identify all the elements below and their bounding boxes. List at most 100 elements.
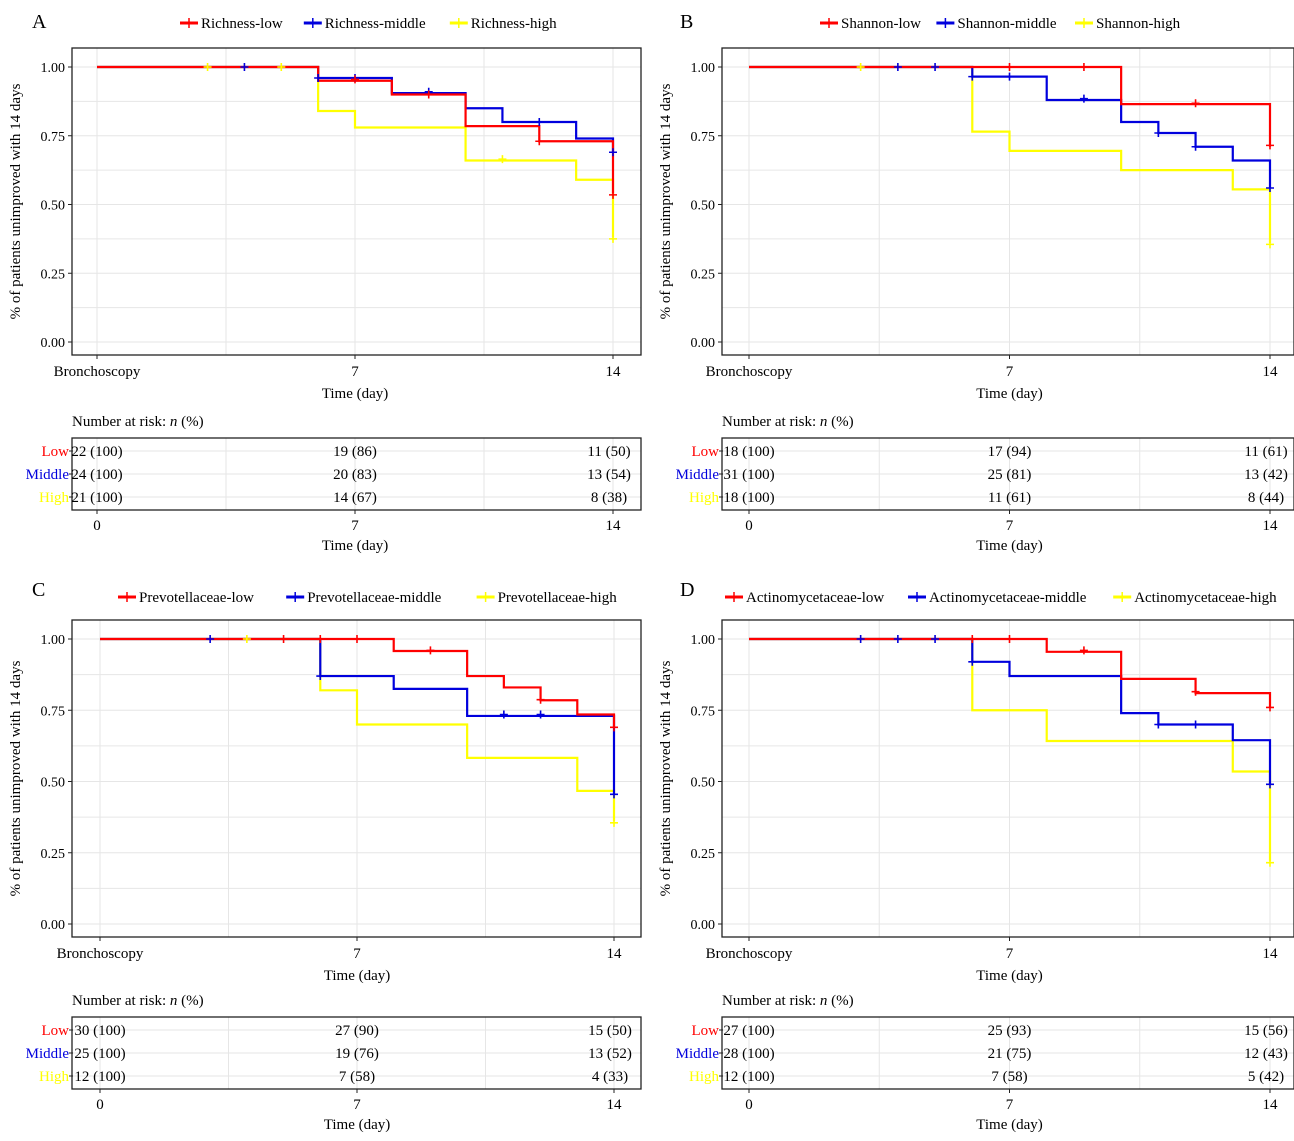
series-line-low — [749, 637, 1272, 708]
censor-mark — [609, 190, 617, 199]
censor-mark — [536, 710, 545, 719]
risk-x-tick-label: 14 — [606, 518, 622, 534]
censor-mark — [536, 695, 545, 704]
legend-item: Richness-low — [180, 16, 283, 32]
censor-mark — [1266, 858, 1274, 867]
risk-cell: 19 (76) — [335, 1046, 379, 1062]
legend-item: Prevotellaceae-low — [118, 590, 254, 606]
y-tick-label: 0.00 — [41, 336, 66, 351]
x-tick-label: 7 — [1006, 946, 1014, 962]
y-tick-label: 0.75 — [41, 130, 66, 145]
risk-cell: 12 (100) — [723, 1069, 774, 1085]
legend-label: Shannon-low — [841, 16, 921, 32]
risk-x-axis-label: Time (day) — [322, 538, 389, 554]
panel-a: A Richness-low Richness-middle Richness-hig… — [8, 11, 642, 554]
risk-cell: 24 (100) — [71, 467, 122, 483]
risk-cell: 5 (42) — [1248, 1069, 1284, 1085]
panel-c: C Prevotellaceae-low Prevotellaceae-middle… — [8, 579, 642, 1133]
risk-cell: 13 (42) — [1244, 467, 1288, 483]
legend-item: Shannon-high — [1075, 16, 1181, 32]
risk-cell: 7 (58) — [339, 1069, 375, 1085]
legend-label: Actinomycetaceae-high — [1134, 590, 1277, 606]
risk-cell: 22 (100) — [71, 444, 122, 460]
risk-table: Number at risk: n (%)Low 27 (100) 25 (93) 1… — [676, 993, 1294, 1133]
risk-cell: 11 (61) — [988, 490, 1031, 506]
y-tick-label: 0.00 — [41, 918, 66, 933]
censor-mark — [1079, 646, 1088, 655]
plot-frame — [721, 619, 1294, 938]
x-tick-label: 14 — [606, 364, 622, 380]
risk-x-tick-label: 0 — [745, 1097, 753, 1113]
risk-cell: 8 (38) — [591, 490, 627, 506]
x-tick-label: 7 — [1006, 364, 1014, 380]
legend-label: Prevotellaceae-low — [139, 590, 254, 606]
risk-cell: 14 (67) — [333, 490, 377, 506]
risk-table: Number at risk: n (%)Low 18 (100) 17 (94) 1… — [676, 414, 1294, 554]
risk-cell: 20 (83) — [333, 467, 377, 483]
risk-cell: 11 (61) — [1244, 444, 1287, 460]
censor-mark — [498, 155, 507, 164]
risk-cell: 13 (52) — [588, 1046, 632, 1062]
censor-mark — [351, 75, 359, 84]
y-tick-label: 0.75 — [691, 704, 716, 719]
censor-mark — [609, 234, 617, 243]
y-tick-label: 0.25 — [691, 267, 716, 282]
risk-cell: 15 (56) — [1244, 1023, 1288, 1039]
series-line-middle — [749, 65, 1272, 188]
y-tick-label: 0.25 — [691, 847, 716, 862]
censor-mark — [1154, 720, 1163, 729]
y-axis-label: % of patients unimproved with 14 days — [658, 660, 674, 896]
legend-item: Prevotellaceae-high — [476, 590, 618, 606]
risk-x-tick-label: 7 — [353, 1097, 361, 1113]
censor-mark — [353, 635, 361, 643]
censor-mark — [1266, 240, 1274, 249]
censor-mark — [968, 72, 977, 81]
legend-item: Shannon-low — [820, 16, 921, 32]
legend-item: Richness-high — [449, 16, 557, 32]
risk-group-label: Middle — [26, 467, 70, 483]
censor-mark — [610, 723, 618, 732]
y-axis-label: % of patients unimproved with 14 days — [658, 83, 674, 319]
x-tick-label: Bronchoscopy — [54, 364, 141, 380]
legend-label: Prevotellaceae-high — [498, 590, 618, 606]
risk-cell: 19 (86) — [333, 444, 377, 460]
risk-group-label: Low — [692, 444, 720, 460]
censor-mark — [968, 657, 977, 666]
censor-mark — [1005, 635, 1014, 643]
censor-mark — [1191, 99, 1200, 108]
risk-cell: 7 (58) — [991, 1069, 1027, 1085]
risk-group-label: High — [689, 1069, 720, 1085]
risk-x-tick-label: 0 — [93, 518, 101, 534]
legend-item: Actinomycetaceae-middle — [908, 590, 1087, 606]
legend-label: Prevotellaceae-middle — [307, 590, 441, 606]
panel-letter: C — [32, 579, 45, 601]
censor-mark — [242, 635, 251, 643]
plot-frame — [71, 47, 642, 356]
censor-mark — [610, 818, 618, 827]
risk-cell: 27 (100) — [723, 1023, 774, 1039]
censor-mark — [1079, 63, 1088, 71]
risk-cell: 21 (75) — [988, 1046, 1032, 1062]
x-tick-label: Bronchoscopy — [57, 946, 144, 962]
x-tick-label: 14 — [1263, 946, 1279, 962]
y-tick-label: 1.00 — [691, 633, 716, 648]
risk-x-axis-label: Time (day) — [976, 538, 1043, 554]
risk-group-label: Low — [42, 1023, 70, 1039]
censor-mark — [609, 148, 617, 157]
risk-group-label: High — [689, 490, 720, 506]
censor-mark — [1191, 142, 1200, 151]
censor-mark — [316, 635, 325, 643]
censor-mark — [1079, 94, 1088, 103]
x-axis-label: Time (day) — [976, 968, 1043, 984]
x-tick-label: 14 — [607, 946, 623, 962]
risk-cell: 11 (50) — [587, 444, 630, 460]
censor-mark — [1005, 63, 1014, 71]
censor-mark — [893, 635, 902, 643]
risk-cell: 4 (33) — [592, 1069, 628, 1085]
x-tick-label: Bronchoscopy — [706, 364, 793, 380]
y-tick-label: 0.50 — [691, 199, 716, 214]
risk-x-tick-label: 14 — [1263, 518, 1279, 534]
legend-label: Richness-low — [201, 16, 283, 32]
censor-mark — [314, 74, 323, 82]
